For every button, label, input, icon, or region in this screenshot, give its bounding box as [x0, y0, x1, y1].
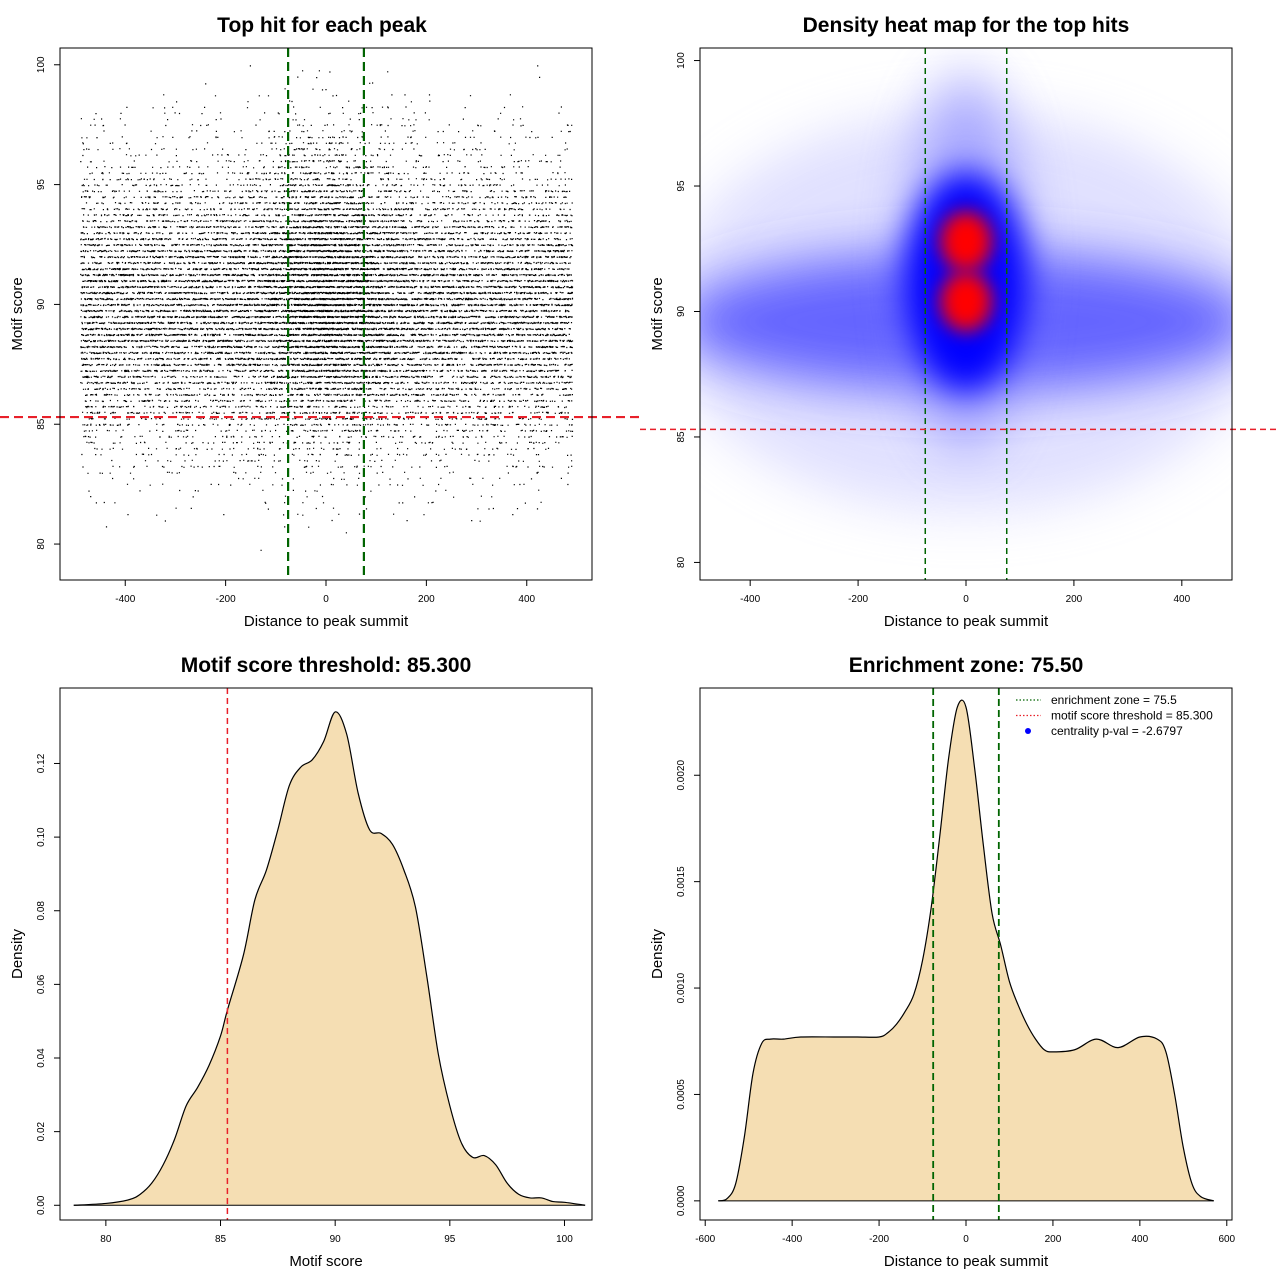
x-tick-label: 85 [215, 1234, 227, 1245]
x-axis-label: Distance to peak summit [884, 613, 1049, 630]
density-curve [718, 699, 1214, 1202]
legend-point-marker [1025, 728, 1031, 734]
panel-score-density: Motif score threshold: 85.300 Motif scor… [0, 640, 640, 1280]
density-area [718, 700, 1214, 1201]
chart-title: Enrichment zone: 75.50 [849, 654, 1084, 677]
score-density-chart: Motif score threshold: 85.300 Motif scor… [9, 654, 593, 1270]
x-tick-label: 90 [330, 1234, 342, 1245]
y-tick-label: 0.0015 [676, 866, 687, 897]
plot-frame [59, 687, 593, 1221]
heatmap-field [700, 48, 1232, 580]
plot-area: -600 -400 -200 0 200 400 600 0.0000 0.0005 0.0010… [676, 687, 1236, 1245]
x-tick-label: 100 [556, 1234, 573, 1245]
distance-density-chart: Enrichment zone: 75.50 Distance to peak … [649, 654, 1236, 1270]
scatter-points [80, 65, 574, 551]
y-tick-label: 0.04 [36, 1048, 47, 1068]
plot-area: -400 -200 0 200 400 80 85 90 95 100 [0, 47, 640, 605]
chart-title: Motif score threshold: 85.300 [181, 654, 472, 677]
x-tick-label: -400 [740, 594, 760, 605]
x-tick-label: 95 [444, 1234, 456, 1245]
density-peak-2 [940, 271, 992, 332]
legend-entry-label: enrichment zone = 75.5 [1051, 693, 1177, 707]
x-axis-label: Distance to peak summit [884, 1253, 1049, 1270]
plot-area: -400 -200 0 200 400 80 85 90 95 100 [640, 47, 1280, 605]
y-tick-label: 80 [676, 556, 687, 568]
legend-entry-label: centrality p-val = -2.6797 [1051, 724, 1183, 738]
x-tick-label: -200 [869, 1234, 889, 1245]
y-axis-label: Density [9, 928, 26, 979]
chart-title: Top hit for each peak [217, 14, 427, 37]
x-tick-label: 0 [963, 1234, 969, 1245]
x-tick-label: -200 [216, 594, 236, 605]
heatmap-chart: Density heat map for the top hits Distan… [640, 14, 1280, 630]
y-tick-label: 0.0000 [676, 1185, 687, 1216]
panel-heatmap: Density heat map for the top hits Distan… [640, 0, 1280, 640]
density-peak-1 [940, 211, 992, 272]
plot-frame [59, 47, 593, 581]
x-tick-label: 200 [1066, 594, 1083, 605]
x-tick-label: -600 [695, 1234, 715, 1245]
x-tick-label: 400 [518, 594, 535, 605]
y-tick-label: 0.02 [36, 1121, 47, 1141]
panel-distance-density: Enrichment zone: 75.50 Distance to peak … [640, 640, 1280, 1280]
chart-title: Density heat map for the top hits [803, 14, 1130, 37]
y-tick-label: 0.10 [36, 827, 47, 847]
x-axis-label: Motif score [289, 1253, 362, 1270]
scatter-point-cloud [80, 65, 574, 551]
density-curve [73, 711, 586, 1206]
y-axis-label: Density [649, 928, 666, 979]
x-tick-label: 0 [323, 594, 329, 605]
y-tick-label: 0.12 [36, 753, 47, 773]
scatter-chart: Top hit for each peak Distance to peak s… [0, 14, 640, 630]
x-tick-label: 0 [963, 594, 969, 605]
y-tick-label: 95 [676, 180, 687, 192]
x-axis-label: Distance to peak summit [244, 613, 409, 630]
legend-entry-label: motif score threshold = 85.300 [1051, 709, 1213, 723]
x-tick-label: -400 [115, 594, 135, 605]
y-tick-label: 0.0005 [676, 1079, 687, 1110]
y-tick-label: 100 [36, 56, 47, 73]
x-tick-label: -400 [782, 1234, 802, 1245]
plot-area: 80 85 90 95 100 0.00 0.02 0.04 0.06 0.08 0.10 0.12 [36, 687, 593, 1245]
density-area [73, 711, 586, 1206]
y-tick-label: 0.06 [36, 974, 47, 994]
y-tick-label: 0.0020 [676, 760, 687, 791]
x-tick-label: 400 [1173, 594, 1190, 605]
y-axis-label: Motif score [649, 277, 666, 350]
x-tick-label: 200 [1045, 1234, 1062, 1245]
y-tick-label: 0.08 [36, 901, 47, 921]
y-tick-label: 0.0010 [676, 972, 687, 1003]
y-tick-label: 80 [36, 538, 47, 550]
y-tick-label: 85 [36, 418, 47, 430]
y-tick-label: 90 [36, 298, 47, 310]
x-tick-label: 80 [100, 1234, 112, 1245]
x-tick-label: -200 [848, 594, 868, 605]
x-tick-label: 200 [418, 594, 435, 605]
y-tick-label: 95 [36, 179, 47, 191]
y-tick-label: 100 [676, 52, 687, 69]
panel-scatter: Top hit for each peak Distance to peak s… [0, 0, 640, 640]
y-tick-label: 0.00 [36, 1195, 47, 1215]
legend: enrichment zone = 75.5 motif score thresh… [1016, 693, 1213, 738]
y-tick-label: 90 [676, 305, 687, 317]
y-axis-label: Motif score [9, 277, 26, 350]
x-tick-label: 600 [1218, 1234, 1235, 1245]
y-tick-label: 85 [676, 431, 687, 443]
x-tick-label: 400 [1132, 1234, 1149, 1245]
